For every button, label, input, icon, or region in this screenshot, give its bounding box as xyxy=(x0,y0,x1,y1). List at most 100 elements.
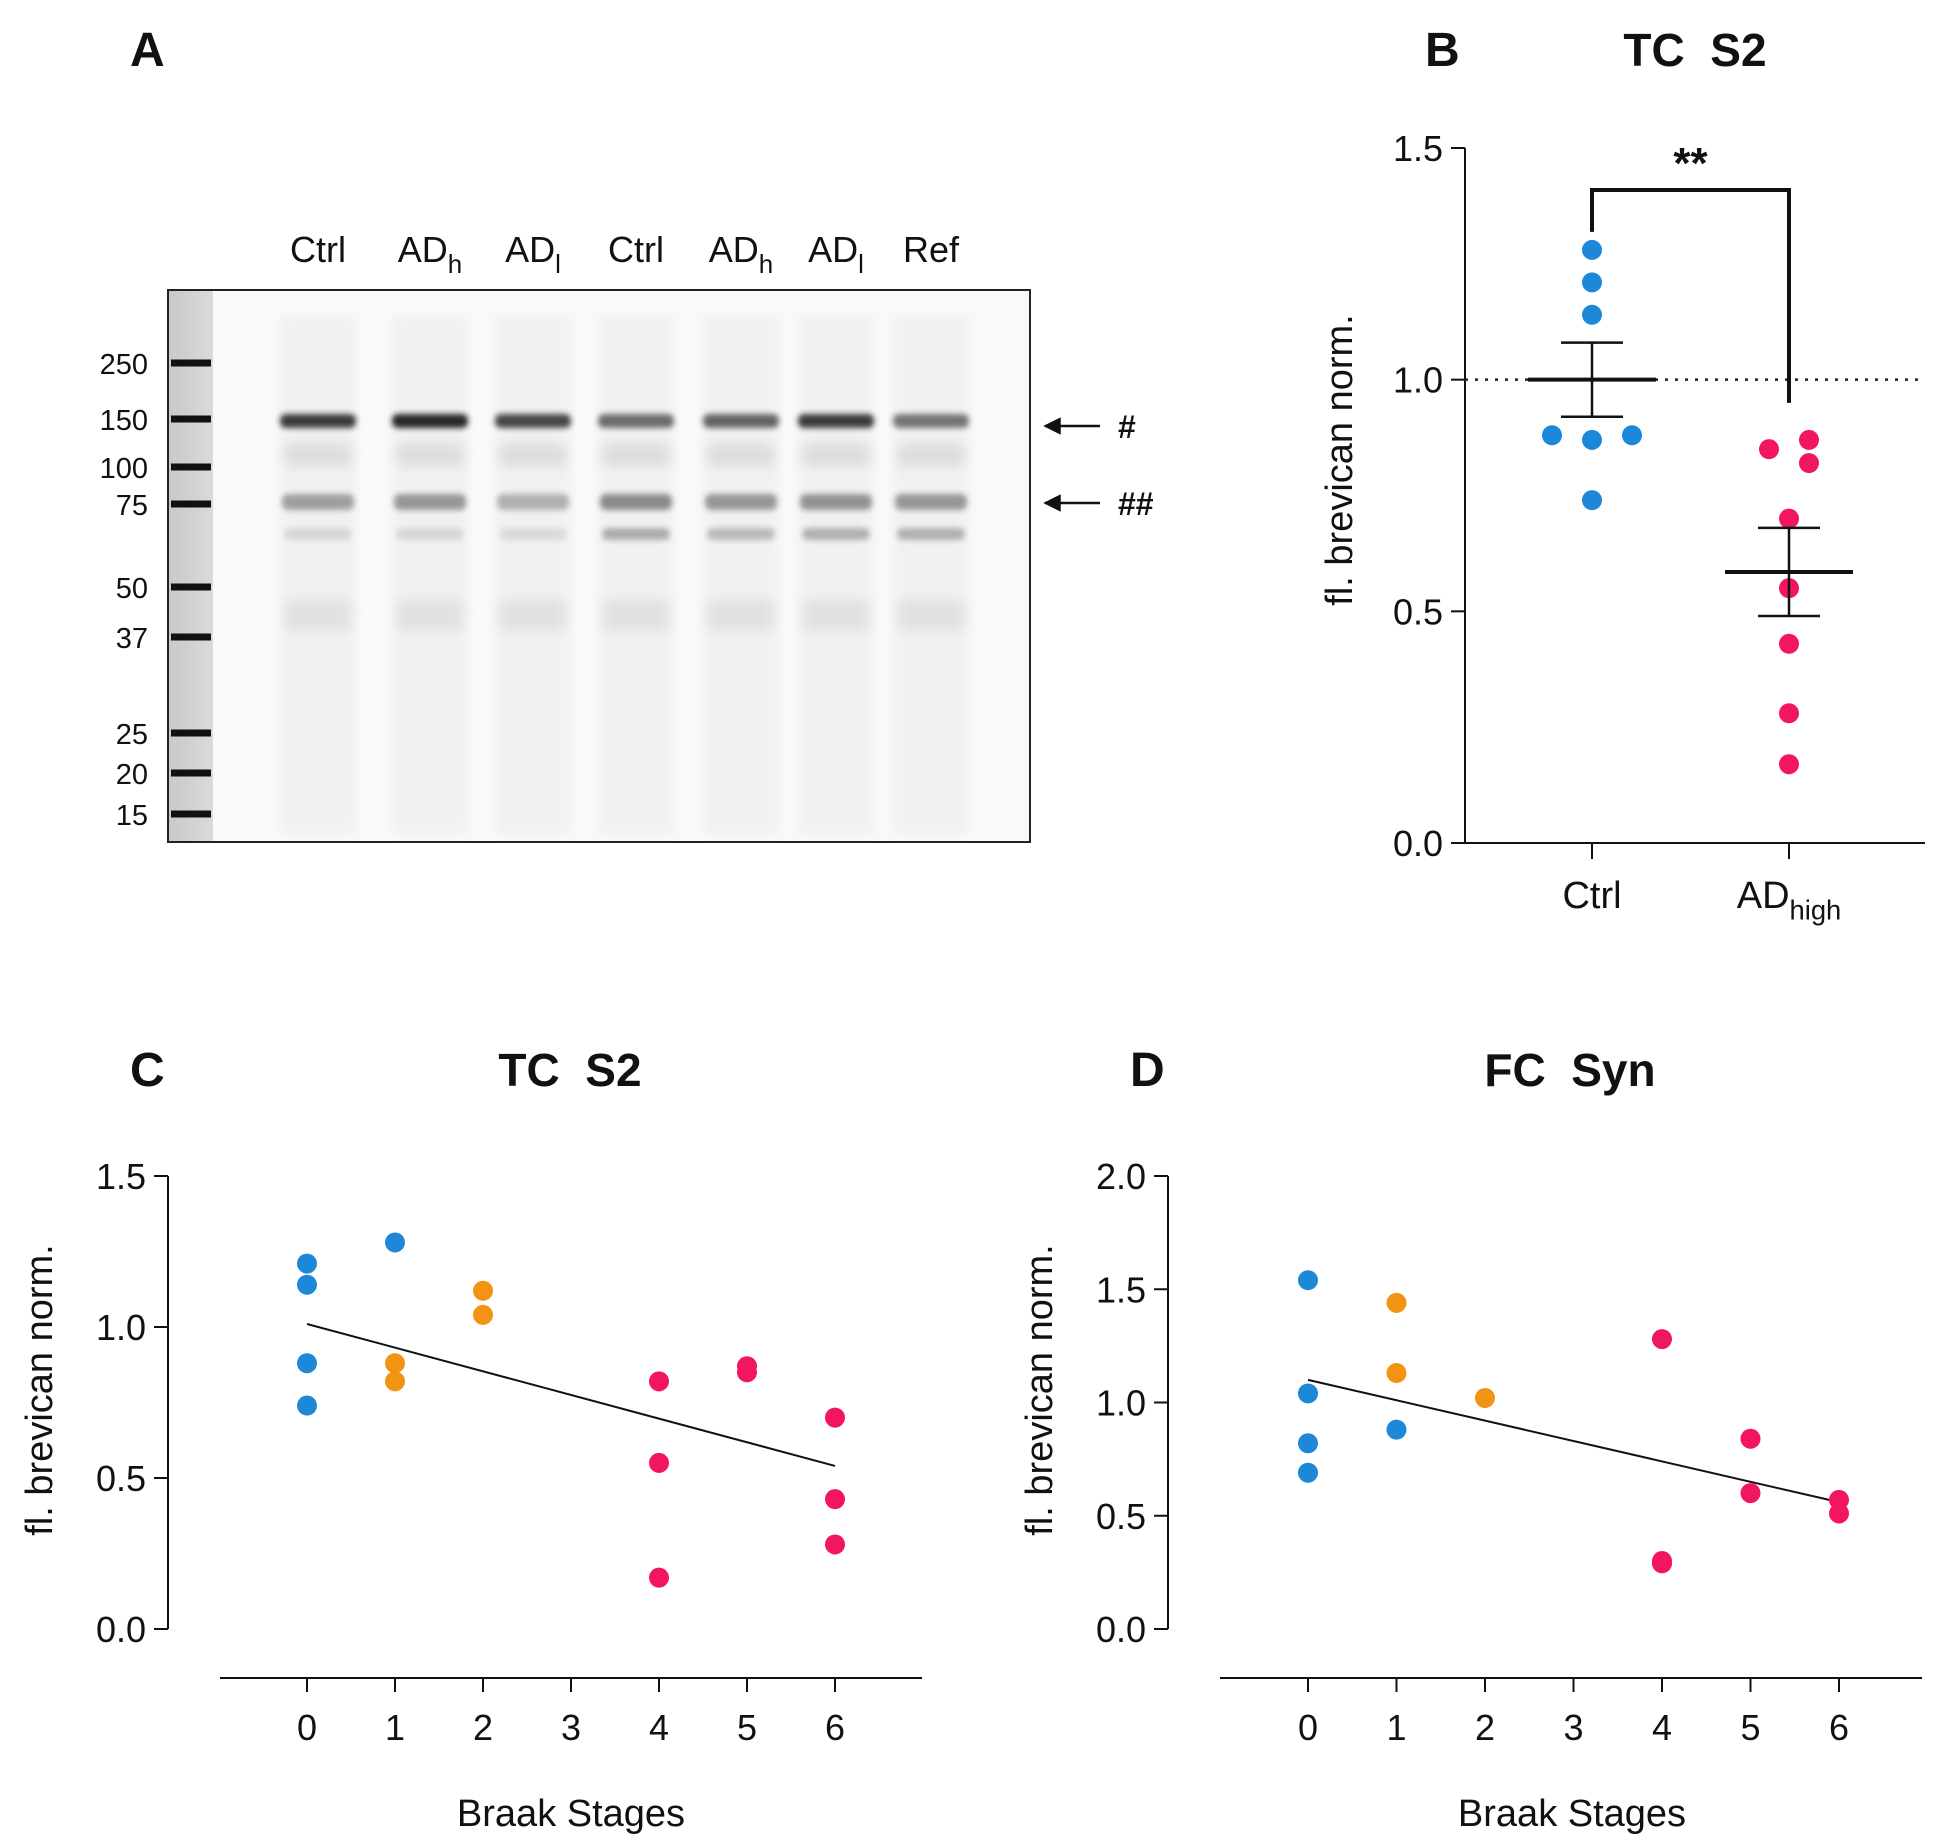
lane-label-main: Ref xyxy=(903,229,960,270)
marker-label: 75 xyxy=(116,490,148,522)
marker-tick xyxy=(171,500,211,508)
band-75 xyxy=(705,494,777,510)
lane-label: ADl xyxy=(808,229,864,279)
data-point xyxy=(825,1489,845,1510)
lane-smear xyxy=(893,315,969,835)
data-point xyxy=(1582,239,1602,260)
x-tick-label-main: AD xyxy=(1737,875,1790,917)
marker-labels: 250 150 100 75 50 37 25 20 15 xyxy=(100,349,148,832)
lane-label-subscript: l xyxy=(555,251,561,279)
lane-label-subscript: h xyxy=(448,251,462,279)
y-tick-label: 2.0 xyxy=(1096,1156,1146,1197)
x-tick-label: Ctrl xyxy=(1562,875,1621,917)
y-tick-label: 0.0 xyxy=(1096,1609,1146,1650)
band-75 xyxy=(800,494,872,510)
regression-line xyxy=(306,1323,836,1467)
ladder-lane xyxy=(169,291,213,841)
chart-d-plot: 0.0 0.5 1.0 1.5 2.0 0 1 2 3 4 5 6 xyxy=(1096,1156,1922,1748)
band-68 xyxy=(802,528,870,540)
y-tick-label: 0.5 xyxy=(1393,591,1443,632)
band-75 xyxy=(394,494,466,510)
band-68 xyxy=(897,528,965,540)
band-150 xyxy=(893,414,969,428)
x-tick-label: 0 xyxy=(1298,1707,1318,1748)
chart-d-title: FC Syn xyxy=(1484,1044,1655,1096)
x-tick-label-main: Ctrl xyxy=(1562,875,1621,917)
data-point xyxy=(1542,425,1562,446)
lane-label: ADl xyxy=(505,229,561,279)
x-tick-label: 1 xyxy=(385,1707,405,1748)
lane-label: Ctrl xyxy=(290,229,346,270)
chart-c-title: TC S2 xyxy=(498,1044,641,1096)
data-point xyxy=(473,1304,493,1325)
marker-ticks xyxy=(171,359,211,818)
chart-d-y-label: fl. brevican norm. xyxy=(1019,1244,1061,1535)
data-point xyxy=(825,1534,845,1555)
lane-label: ADh xyxy=(398,229,462,279)
lane-label: Ref xyxy=(903,229,960,270)
chart-b-x-ticks: Ctrl ADhigh xyxy=(1562,843,1841,925)
data-point xyxy=(297,1353,317,1374)
data-point xyxy=(1386,1363,1407,1384)
band-low xyxy=(897,600,965,630)
data-point xyxy=(297,1395,317,1416)
band-75 xyxy=(282,494,354,510)
data-point xyxy=(649,1567,669,1588)
lane-label-main: AD xyxy=(398,229,448,270)
marker-label: 150 xyxy=(100,405,148,437)
data-point xyxy=(1298,1270,1318,1291)
y-tick-label: 1.5 xyxy=(1393,128,1443,169)
marker-tick xyxy=(171,415,211,423)
data-point xyxy=(385,1371,405,1392)
marker-label: 100 xyxy=(100,453,148,485)
chart-b-error-bars xyxy=(1528,341,1853,618)
x-tick-label: 5 xyxy=(737,1707,757,1748)
y-tick-label: 1.0 xyxy=(1096,1383,1146,1424)
data-point xyxy=(1386,1292,1407,1313)
data-point xyxy=(1829,1503,1849,1524)
data-point xyxy=(1652,1553,1672,1574)
band-smear xyxy=(897,444,965,466)
marker-tick xyxy=(171,633,211,641)
data-point xyxy=(385,1353,405,1374)
blot-bands xyxy=(280,315,969,835)
lane-label-subscript: h xyxy=(759,251,773,279)
blot-membrane xyxy=(167,289,1031,843)
band-68 xyxy=(707,528,775,540)
chart-c-y-label: fl. brevican norm. xyxy=(19,1244,61,1535)
x-tick-label: 4 xyxy=(649,1707,669,1748)
x-tick-label-subscript: high xyxy=(1790,894,1842,925)
data-point xyxy=(1582,304,1602,325)
y-tick-label: 0.5 xyxy=(1096,1496,1146,1537)
lane-smear xyxy=(280,315,356,835)
x-tick-label: 6 xyxy=(825,1707,845,1748)
data-point xyxy=(473,1280,493,1301)
data-point xyxy=(1779,754,1799,775)
chart-c-x-label: Braak Stages xyxy=(457,1793,685,1835)
lane-label: Ctrl xyxy=(608,229,664,270)
band-low xyxy=(284,600,352,630)
chart-d-x-label: Braak Stages xyxy=(1458,1793,1686,1835)
panel-label-d: D xyxy=(1130,1044,1165,1097)
band-68 xyxy=(499,528,567,540)
band-smear xyxy=(396,444,464,466)
data-point xyxy=(1582,272,1602,293)
band-68 xyxy=(602,528,670,540)
marker-tick xyxy=(171,359,211,367)
band-150 xyxy=(598,414,674,428)
data-point xyxy=(649,1371,669,1392)
band-low xyxy=(802,600,870,630)
lane-smear xyxy=(598,315,674,835)
x-tick-label: 6 xyxy=(1829,1707,1849,1748)
lane-label-main: Ctrl xyxy=(608,229,664,270)
regression-line xyxy=(1307,1378,1840,1504)
x-tick-label: 3 xyxy=(561,1707,581,1748)
marker-label: 25 xyxy=(116,719,148,751)
marker-label: 250 xyxy=(100,349,148,381)
y-tick-label: 1.5 xyxy=(1096,1269,1146,1310)
chart-b-points xyxy=(1542,239,1819,775)
x-tick-label: 5 xyxy=(1740,1707,1760,1748)
band-smear xyxy=(499,444,567,466)
x-tick-label: 0 xyxy=(297,1707,317,1748)
data-point xyxy=(1652,1329,1672,1350)
